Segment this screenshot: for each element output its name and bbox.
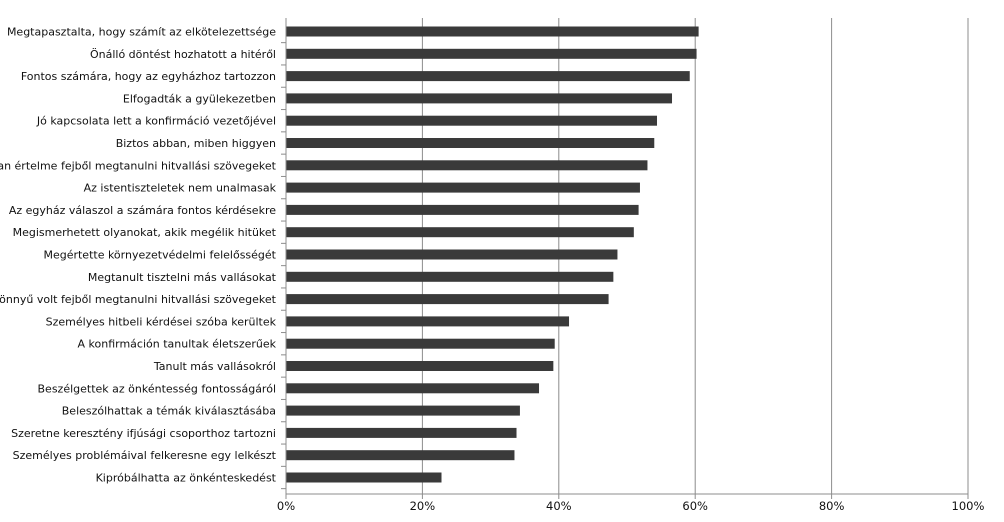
category-label: Az egyház válaszol a számára fontos kérd… [9, 204, 276, 217]
bar [286, 405, 520, 416]
bars [286, 26, 699, 483]
bar [286, 115, 658, 126]
category-label: Fontos számára, hogy az egyházhoz tartoz… [21, 70, 276, 83]
bar [286, 160, 648, 171]
axes [281, 18, 969, 499]
category-label: Beszélgettek az önkéntesség fontosságáró… [38, 382, 276, 395]
category-label: Kipróbálhatta az önkénteskedést [96, 472, 277, 485]
bar [286, 182, 640, 193]
bar [286, 249, 618, 260]
x-tick-label: 60% [682, 499, 708, 513]
bar [286, 383, 540, 394]
category-label: Van értelme fejből megtanulni hitvallási… [0, 159, 277, 172]
category-label: Önálló döntést hozhatott a hitéről [90, 48, 276, 61]
bar [286, 26, 699, 37]
x-tick-label: 100% [952, 499, 985, 513]
bar [286, 71, 690, 82]
category-label: Megtapasztalta, hogy számít az elkötelez… [7, 26, 276, 39]
bar [286, 338, 555, 349]
x-tick-label: 20% [410, 499, 436, 513]
category-labels: Megtapasztalta, hogy számít az elkötelez… [0, 26, 277, 485]
category-label: A konfirmáción tanultak életszerűek [78, 338, 277, 351]
category-label: Személyes hitbeli kérdései szóba kerülte… [46, 315, 277, 328]
bar [286, 204, 639, 215]
bar [286, 316, 570, 327]
category-label: Könnyű volt fejből megtanulni hitvallási… [0, 293, 277, 306]
category-label: Biztos abban, miben higgyen [116, 137, 276, 150]
category-label: Megismerhetett olyanokat, akik megélik h… [13, 226, 277, 239]
bar [286, 227, 634, 238]
bar [286, 294, 609, 305]
category-label: Jó kapcsolata lett a konfirmáció vezetőj… [36, 115, 276, 128]
x-tick-labels: 0% 20% 40% 60% 80% 100% [277, 499, 985, 513]
bar [286, 48, 697, 59]
category-label: Beleszólhattak a témák kiválasztásába [62, 405, 276, 418]
category-label: Megtanult tisztelni más vallásokat [88, 271, 277, 284]
x-tick-label: 0% [277, 499, 295, 513]
bar [286, 361, 554, 371]
category-label: Szeretne keresztény ifjúsági csoporthoz … [11, 427, 276, 440]
x-tick-label: 80% [819, 499, 845, 513]
category-label: Személyes problémáival felkeresne egy le… [13, 449, 277, 462]
category-label: Megértette környezetvédelmi felelősségét [43, 249, 276, 262]
category-label: Elfogadták a gyülekezetben [123, 92, 276, 105]
bar [286, 427, 517, 438]
bar [286, 138, 655, 148]
bar [286, 472, 442, 483]
bar [286, 93, 673, 104]
bar [286, 450, 515, 461]
category-label: Tanult más vallásokról [153, 360, 276, 373]
category-label: Az istentiszteletek nem unalmasak [84, 182, 277, 195]
bar [286, 271, 614, 282]
x-tick-label: 40% [546, 499, 572, 513]
